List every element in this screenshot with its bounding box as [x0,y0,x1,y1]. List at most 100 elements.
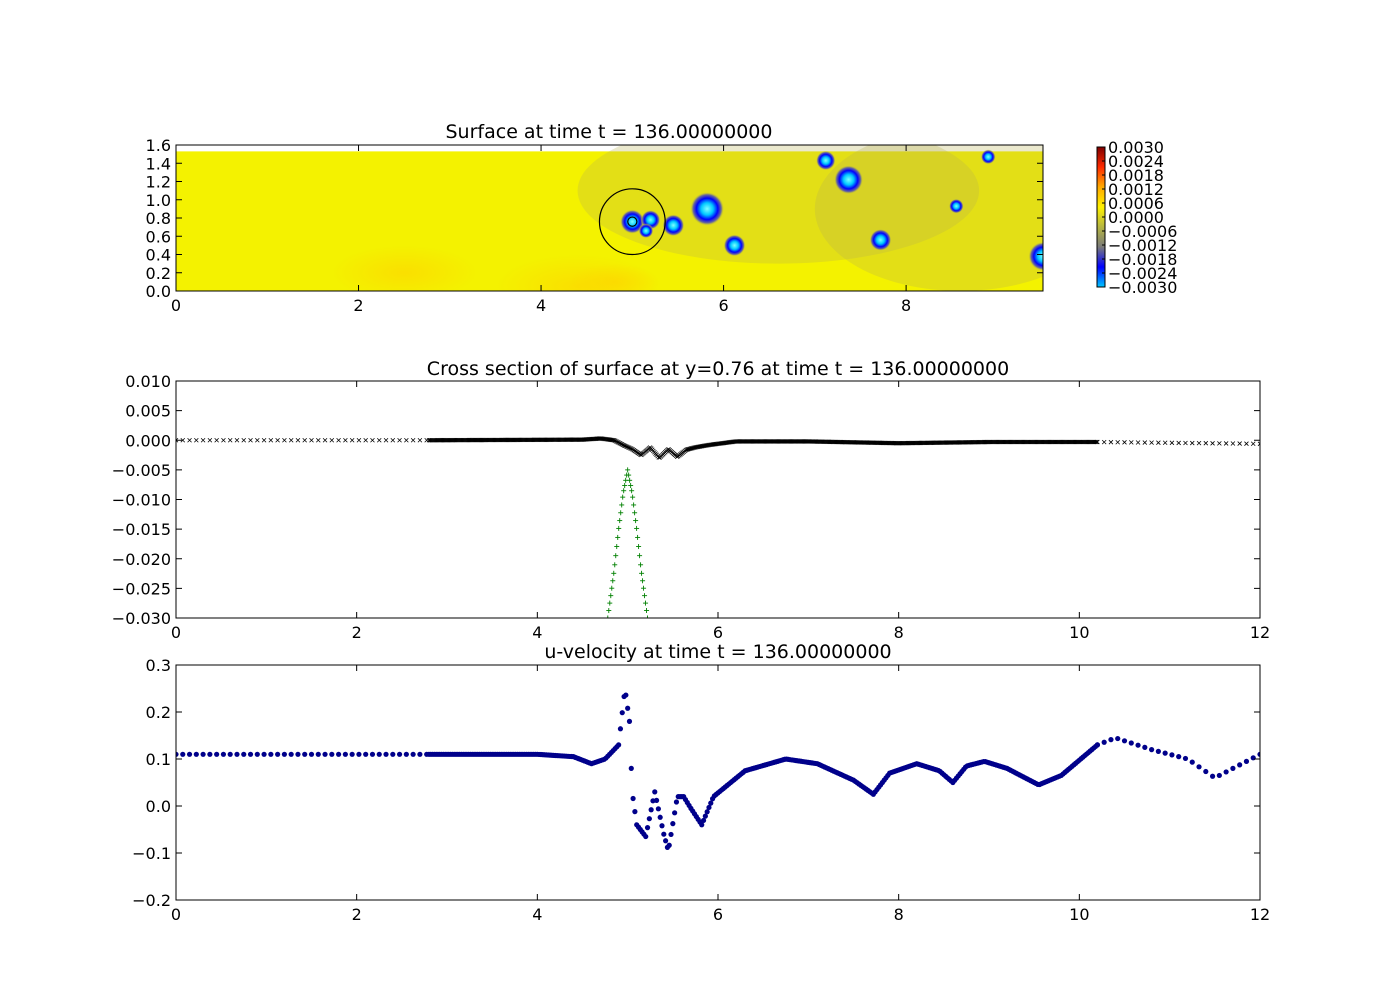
heatmap-depression-spot [619,209,645,234]
u-velocity-point [659,823,665,829]
u-velocity-point [363,751,369,757]
colorbar-tick-label: 0.0024 [1108,152,1164,171]
cross-section-plus-marker [635,534,641,540]
cross-section-x-marker [343,437,348,443]
panel2-title: Cross section of surface at y=0.76 at ti… [427,358,1009,380]
cross-section-plus-marker [634,525,640,531]
cross-section-x-marker [397,437,402,443]
u-velocity-point [702,813,708,819]
cross-section-plus-marker [617,518,623,524]
u-velocity-point [672,810,678,816]
cross-section-x-marker [234,437,240,443]
cross-section-x-marker [390,437,396,443]
panel3-xtick-label: 4 [532,905,542,924]
panel2-ytick-label: −0.005 [112,461,171,480]
u-velocity-point [1115,735,1121,742]
u-velocity-point [652,789,658,795]
colorbar-tick-label: −0.0018 [1108,250,1177,269]
cross-section-x-marker [1128,440,1134,445]
heatmap-depression-spot [689,191,725,227]
u-velocity-point [1094,742,1100,748]
u-velocity-point [1155,748,1161,754]
u-velocity-point [1128,740,1134,746]
u-velocity-point [661,831,667,837]
u-velocity-plot-area [176,692,1260,850]
u-velocity-point [646,816,652,822]
cross-section-plus-marker [628,483,634,489]
u-velocity-point [619,710,625,716]
u-velocity-point [1209,773,1216,779]
u-velocity-point [617,726,624,732]
cross-section-x-marker [1203,440,1209,446]
u-velocity-point [663,838,669,844]
cross-section-x-marker [329,437,335,443]
heatmap-plot-area [176,145,1043,291]
u-velocity-point [214,751,220,757]
panel2-xtick-label: 4 [532,623,542,642]
panel2-y-ticks: 0.010 0.005 0.000 −0.005 −0.010 −0.015 −0.020 −… [112,372,1260,628]
u-velocity-point [390,751,396,757]
panel1-xtick-label: 0 [171,296,181,315]
cross-section-plus-marker [607,600,613,606]
cross-section-x-marker [315,437,321,443]
u-velocity-point [1243,758,1250,764]
panel2-xtick-label: 12 [1250,623,1270,642]
heatmap-depression-spot [833,164,864,195]
u-velocity-point [247,751,254,757]
cross-section-plus-marker [618,510,624,516]
cross-section-plus-marker [630,494,636,500]
heatmap-depression-spot [662,214,685,237]
cross-section-plus-marker [641,585,647,591]
u-velocity-point [342,751,348,757]
heatmap-depression-spot [723,234,746,257]
panel2-xtick-label: 2 [352,623,362,642]
cross-section-x-marker [336,437,341,443]
cross-section-x-marker [1196,440,1202,446]
panel3-ytick-label: 0.2 [146,703,171,722]
panel2-xtick-label: 8 [894,623,904,642]
panel1-xtick-label: 2 [353,296,363,315]
panel3-ytick-label: 0.3 [146,656,171,675]
u-velocity-point [207,751,213,757]
u-velocity-point [268,751,274,757]
u-velocity-point [1230,765,1236,772]
cross-section-x-marker [176,437,179,443]
cross-section-x-marker [1135,440,1141,445]
u-velocity-point [180,751,186,757]
u-velocity-point [1121,738,1128,744]
cross-section-plus-marker [613,553,619,559]
u-velocity-point [261,751,267,757]
u-velocity-point [708,800,714,806]
cross-section-x-marker [1115,439,1121,445]
panel3-xtick-label: 2 [352,905,362,924]
cross-section-plus-marker [629,488,635,494]
cross-section-plus-marker [620,494,626,500]
u-velocity-point [288,751,294,757]
colorbar-tick-label: 0.0012 [1108,180,1164,199]
panel3-xtick-label: 8 [894,905,904,924]
u-velocity-point [369,751,376,757]
cross-section-panel: Cross section of surface at y=0.76 at ti… [112,358,1270,642]
cross-section-x-marker [404,437,409,443]
cross-section-x-marker [1122,440,1127,445]
cross-section-x-marker [410,437,416,443]
cross-section-x-marker [376,437,382,443]
cross-section-plus-marker [606,608,612,614]
u-velocity-point [657,814,663,820]
panel1-ytick-label: 1.0 [146,191,171,210]
u-velocity-point [704,809,710,815]
cross-section-x-marker [417,437,423,443]
panel3-xtick-label: 0 [171,905,181,924]
cross-section-x-marker [356,437,362,443]
colorbar-tick-label: −0.0024 [1108,264,1177,283]
u-velocity-point [1196,764,1202,770]
u-velocity-point [383,751,389,757]
u-velocity-point [1162,750,1168,756]
u-velocity-point [417,751,423,757]
surface-heatmap-panel: Surface at time t = 136.00000000 0 2 4 6 8 0… [146,121,1044,315]
panel2-xtick-label: 10 [1069,623,1089,642]
heatmap-warm-region [331,245,478,291]
cross-section-plus-marker [632,510,638,516]
cross-section-x-marker [322,437,328,443]
cross-section-plus-marker [614,544,620,550]
